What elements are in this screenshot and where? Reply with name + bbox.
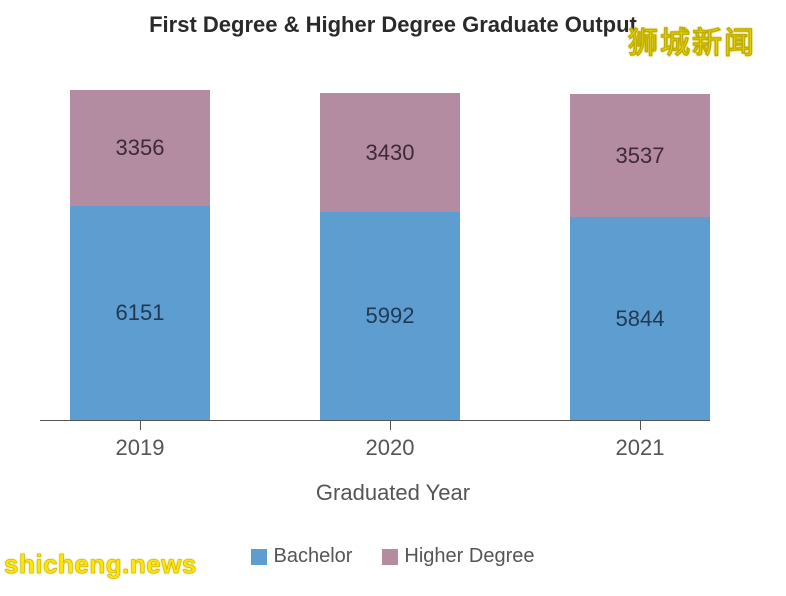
xlabel-2021: 2021 [570, 435, 710, 461]
bar-2019-bachelor-label: 6151 [116, 300, 165, 326]
tick-2020 [390, 420, 391, 430]
bar-2020-bachelor: 5992 [320, 212, 460, 420]
legend-swatch-higher [382, 549, 398, 565]
bar-2020-bachelor-label: 5992 [366, 303, 415, 329]
bar-2021-higher-label: 3537 [616, 143, 665, 169]
bar-2020-higher-label: 3430 [366, 140, 415, 166]
legend-item-higher: Higher Degree [382, 545, 534, 568]
tick-2021 [640, 420, 641, 430]
legend-label-bachelor: Bachelor [273, 545, 352, 568]
xlabel-2020: 2020 [320, 435, 460, 461]
watermark-bottom-left: shicheng.news [4, 549, 197, 580]
bar-2019-higher-label: 3356 [116, 135, 165, 161]
legend-label-higher: Higher Degree [404, 545, 534, 568]
bar-2019-bachelor: 6151 [70, 206, 210, 420]
bar-2020-higher: 3430 [320, 93, 460, 212]
bar-2021-higher: 3537 [570, 94, 710, 217]
bar-2019-higher: 3356 [70, 90, 210, 206]
bar-2021-bachelor: 5844 [570, 217, 710, 420]
xaxis-line-left [40, 420, 70, 421]
bar-2021-bachelor-label: 5844 [616, 306, 665, 332]
xlabel-2019: 2019 [70, 435, 210, 461]
watermark-top-right: 狮城新闻 [628, 18, 756, 62]
legend-swatch-bachelor [251, 549, 267, 565]
xaxis-title: Graduated Year [0, 480, 786, 506]
legend-item-bachelor: Bachelor [251, 545, 352, 568]
chart-container: First Degree & Higher Degree Graduate Ou… [0, 0, 786, 596]
bar-2021: 3537 5844 [570, 94, 710, 420]
plot-area: 3356 6151 3430 5992 3537 5844 [70, 90, 710, 420]
bar-2019: 3356 6151 [70, 90, 210, 420]
tick-2019 [140, 420, 141, 430]
bar-2020: 3430 5992 [320, 93, 460, 420]
